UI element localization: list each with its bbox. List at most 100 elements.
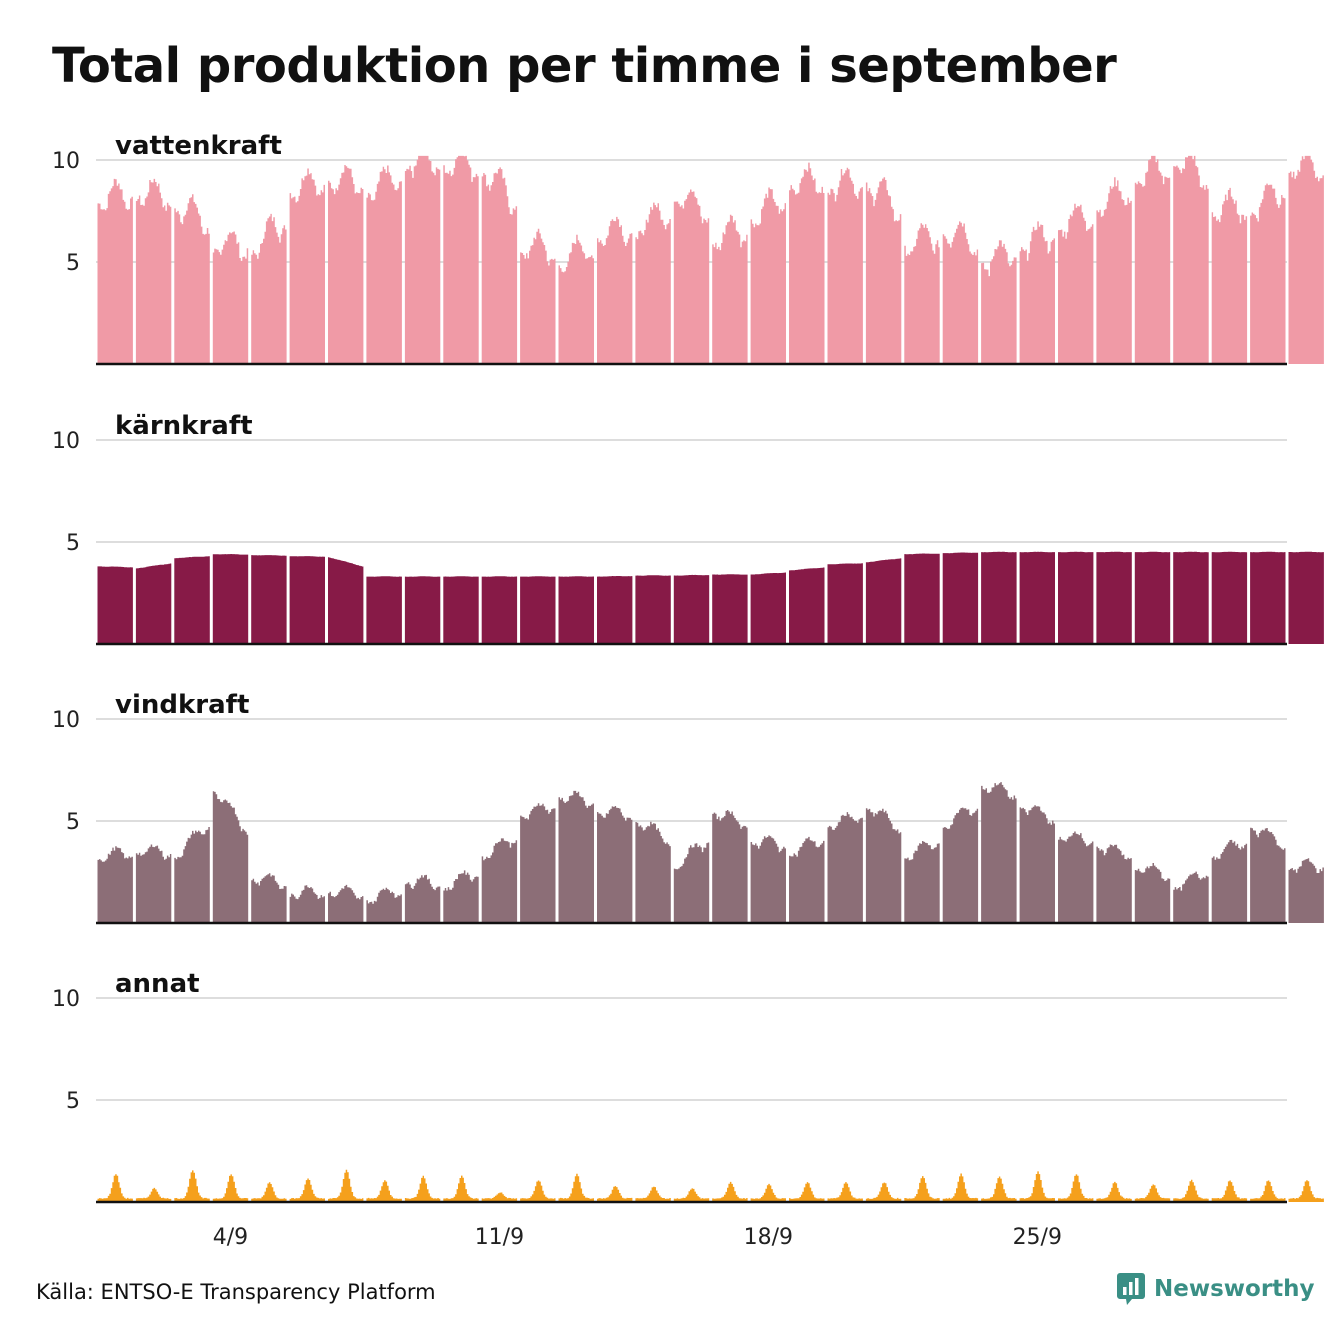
x-tick-label: 4/9 <box>213 1225 248 1250</box>
brand-logo[interactable]: Newsworthy <box>1116 1272 1315 1306</box>
day-bars-vattenkraft-3 <box>174 194 210 364</box>
day-bars-kärnkraft-1 <box>97 566 133 644</box>
day-bars-vindkraft-19 <box>789 836 825 923</box>
x-tick-label: 25/9 <box>1013 1225 1062 1250</box>
day-bars-kärnkraft-22 <box>904 553 940 644</box>
day-bars-vindkraft-32 <box>1288 858 1324 923</box>
panel-2: 5 10 vindkraft <box>52 690 1324 925</box>
day-bars-vindkraft-3 <box>174 827 210 923</box>
day-bars-vindkraft-5 <box>251 873 287 923</box>
day-bars-annat-9 <box>404 1175 441 1202</box>
day-bars-annat-11 <box>481 1192 518 1202</box>
day-bars-vattenkraft-20 <box>827 167 863 364</box>
day-bars-vindkraft-30 <box>1211 839 1248 923</box>
y-tick-label: 5 <box>66 1089 80 1114</box>
day-bars-vindkraft-8 <box>366 887 402 923</box>
day-bars-vattenkraft-23 <box>942 221 979 364</box>
x-tick-label: 11/9 <box>475 1225 524 1250</box>
day-bars-vindkraft-24 <box>981 782 1017 923</box>
day-bars-vattenkraft-21 <box>865 177 902 364</box>
day-bars-annat-1 <box>97 1174 133 1202</box>
day-bars-vattenkraft-10 <box>443 155 479 364</box>
day-bars-vattenkraft-26 <box>1058 203 1094 364</box>
day-bars-vindkraft-12 <box>520 803 556 923</box>
panel-label-kärnkraft: kärnkraft <box>115 411 253 441</box>
day-bars-vattenkraft-4 <box>212 231 249 364</box>
day-bars-vattenkraft-15 <box>635 202 671 364</box>
day-bars-vattenkraft-5 <box>251 213 287 364</box>
y-tick-label: 10 <box>52 987 80 1012</box>
day-bars-annat-17 <box>712 1181 748 1202</box>
day-bars-annat-24 <box>981 1176 1017 1202</box>
day-bars-annat-22 <box>904 1176 940 1202</box>
day-bars-kärnkraft-5 <box>251 555 287 644</box>
day-bars-kärnkraft-6 <box>289 556 325 644</box>
day-bars-annat-14 <box>597 1186 633 1202</box>
day-bars-vattenkraft-25 <box>1019 221 1055 364</box>
day-bars-vattenkraft-24 <box>981 240 1017 364</box>
panel-label-vattenkraft: vattenkraft <box>115 131 282 161</box>
day-bars-vattenkraft-17 <box>712 214 748 364</box>
day-bars-vindkraft-31 <box>1250 827 1286 923</box>
day-bars-vindkraft-22 <box>904 841 940 923</box>
day-bars-kärnkraft-25 <box>1019 551 1055 644</box>
day-bars-kärnkraft-29 <box>1173 551 1209 644</box>
day-bars-vindkraft-21 <box>865 808 902 923</box>
day-bars-vattenkraft-2 <box>135 178 172 364</box>
day-bars-annat-7 <box>328 1169 364 1202</box>
day-bars-vindkraft-29 <box>1173 871 1209 923</box>
day-bars-annat-18 <box>750 1183 786 1202</box>
day-bars-kärnkraft-14 <box>597 576 633 644</box>
day-bars-vindkraft-28 <box>1134 863 1171 923</box>
day-bars-kärnkraft-13 <box>558 576 594 644</box>
day-bars-kärnkraft-12 <box>520 576 556 644</box>
day-bars-kärnkraft-19 <box>789 567 825 644</box>
day-bars-annat-13 <box>558 1173 594 1202</box>
day-bars-annat-30 <box>1211 1180 1248 1202</box>
day-bars-annat-31 <box>1250 1180 1286 1202</box>
day-bars-vattenkraft-16 <box>673 189 710 364</box>
day-bars-kärnkraft-24 <box>981 551 1017 644</box>
y-tick-label: 5 <box>66 810 80 835</box>
day-bars-annat-21 <box>865 1182 902 1202</box>
day-bars-vindkraft-11 <box>481 838 518 923</box>
day-bars-vattenkraft-30 <box>1211 187 1248 364</box>
day-bars-vattenkraft-31 <box>1250 183 1286 364</box>
day-bars-vindkraft-9 <box>404 874 441 923</box>
day-bars-vattenkraft-13 <box>558 234 594 364</box>
panel-label-vindkraft: vindkraft <box>115 690 249 720</box>
day-bars-vattenkraft-1 <box>97 178 133 364</box>
source-note: Källa: ENTSO-E Transparency Platform <box>36 1280 436 1304</box>
chart-title: Total produktion per timme i september <box>52 38 1117 94</box>
day-bars-annat-25 <box>1019 1171 1055 1202</box>
day-bars-kärnkraft-4 <box>212 554 249 644</box>
y-tick-label: 5 <box>66 531 80 556</box>
x-tick-label: 18/9 <box>744 1225 793 1250</box>
day-bars-vattenkraft-6 <box>289 168 325 364</box>
panel-1: 5 10 kärnkraft <box>52 411 1324 646</box>
panel-3: 5 10 annat <box>52 969 1324 1204</box>
day-bars-annat-32 <box>1288 1180 1324 1202</box>
day-bars-annat-3 <box>174 1170 210 1202</box>
day-bars-vattenkraft-12 <box>520 228 556 364</box>
day-bars-kärnkraft-2 <box>135 563 172 644</box>
day-bars-vattenkraft-11 <box>481 167 518 364</box>
day-bars-vindkraft-17 <box>712 810 748 923</box>
day-bars-vattenkraft-22 <box>904 223 940 364</box>
y-tick-label: 10 <box>52 149 80 174</box>
day-bars-annat-19 <box>789 1182 825 1202</box>
day-bars-vattenkraft-32 <box>1288 155 1324 364</box>
brand-name: Newsworthy <box>1154 1276 1315 1302</box>
day-bars-kärnkraft-28 <box>1134 551 1171 644</box>
day-bars-kärnkraft-23 <box>942 552 979 644</box>
day-bars-annat-4 <box>212 1174 249 1202</box>
day-bars-vindkraft-7 <box>328 884 364 923</box>
day-bars-vindkraft-15 <box>635 821 671 923</box>
day-bars-kärnkraft-17 <box>712 574 748 644</box>
day-bars-annat-20 <box>827 1182 863 1202</box>
day-bars-vindkraft-6 <box>289 885 325 923</box>
day-bars-vattenkraft-18 <box>750 187 786 364</box>
day-bars-annat-12 <box>520 1180 556 1202</box>
day-bars-vattenkraft-19 <box>789 162 825 364</box>
day-bars-vindkraft-20 <box>827 812 863 923</box>
